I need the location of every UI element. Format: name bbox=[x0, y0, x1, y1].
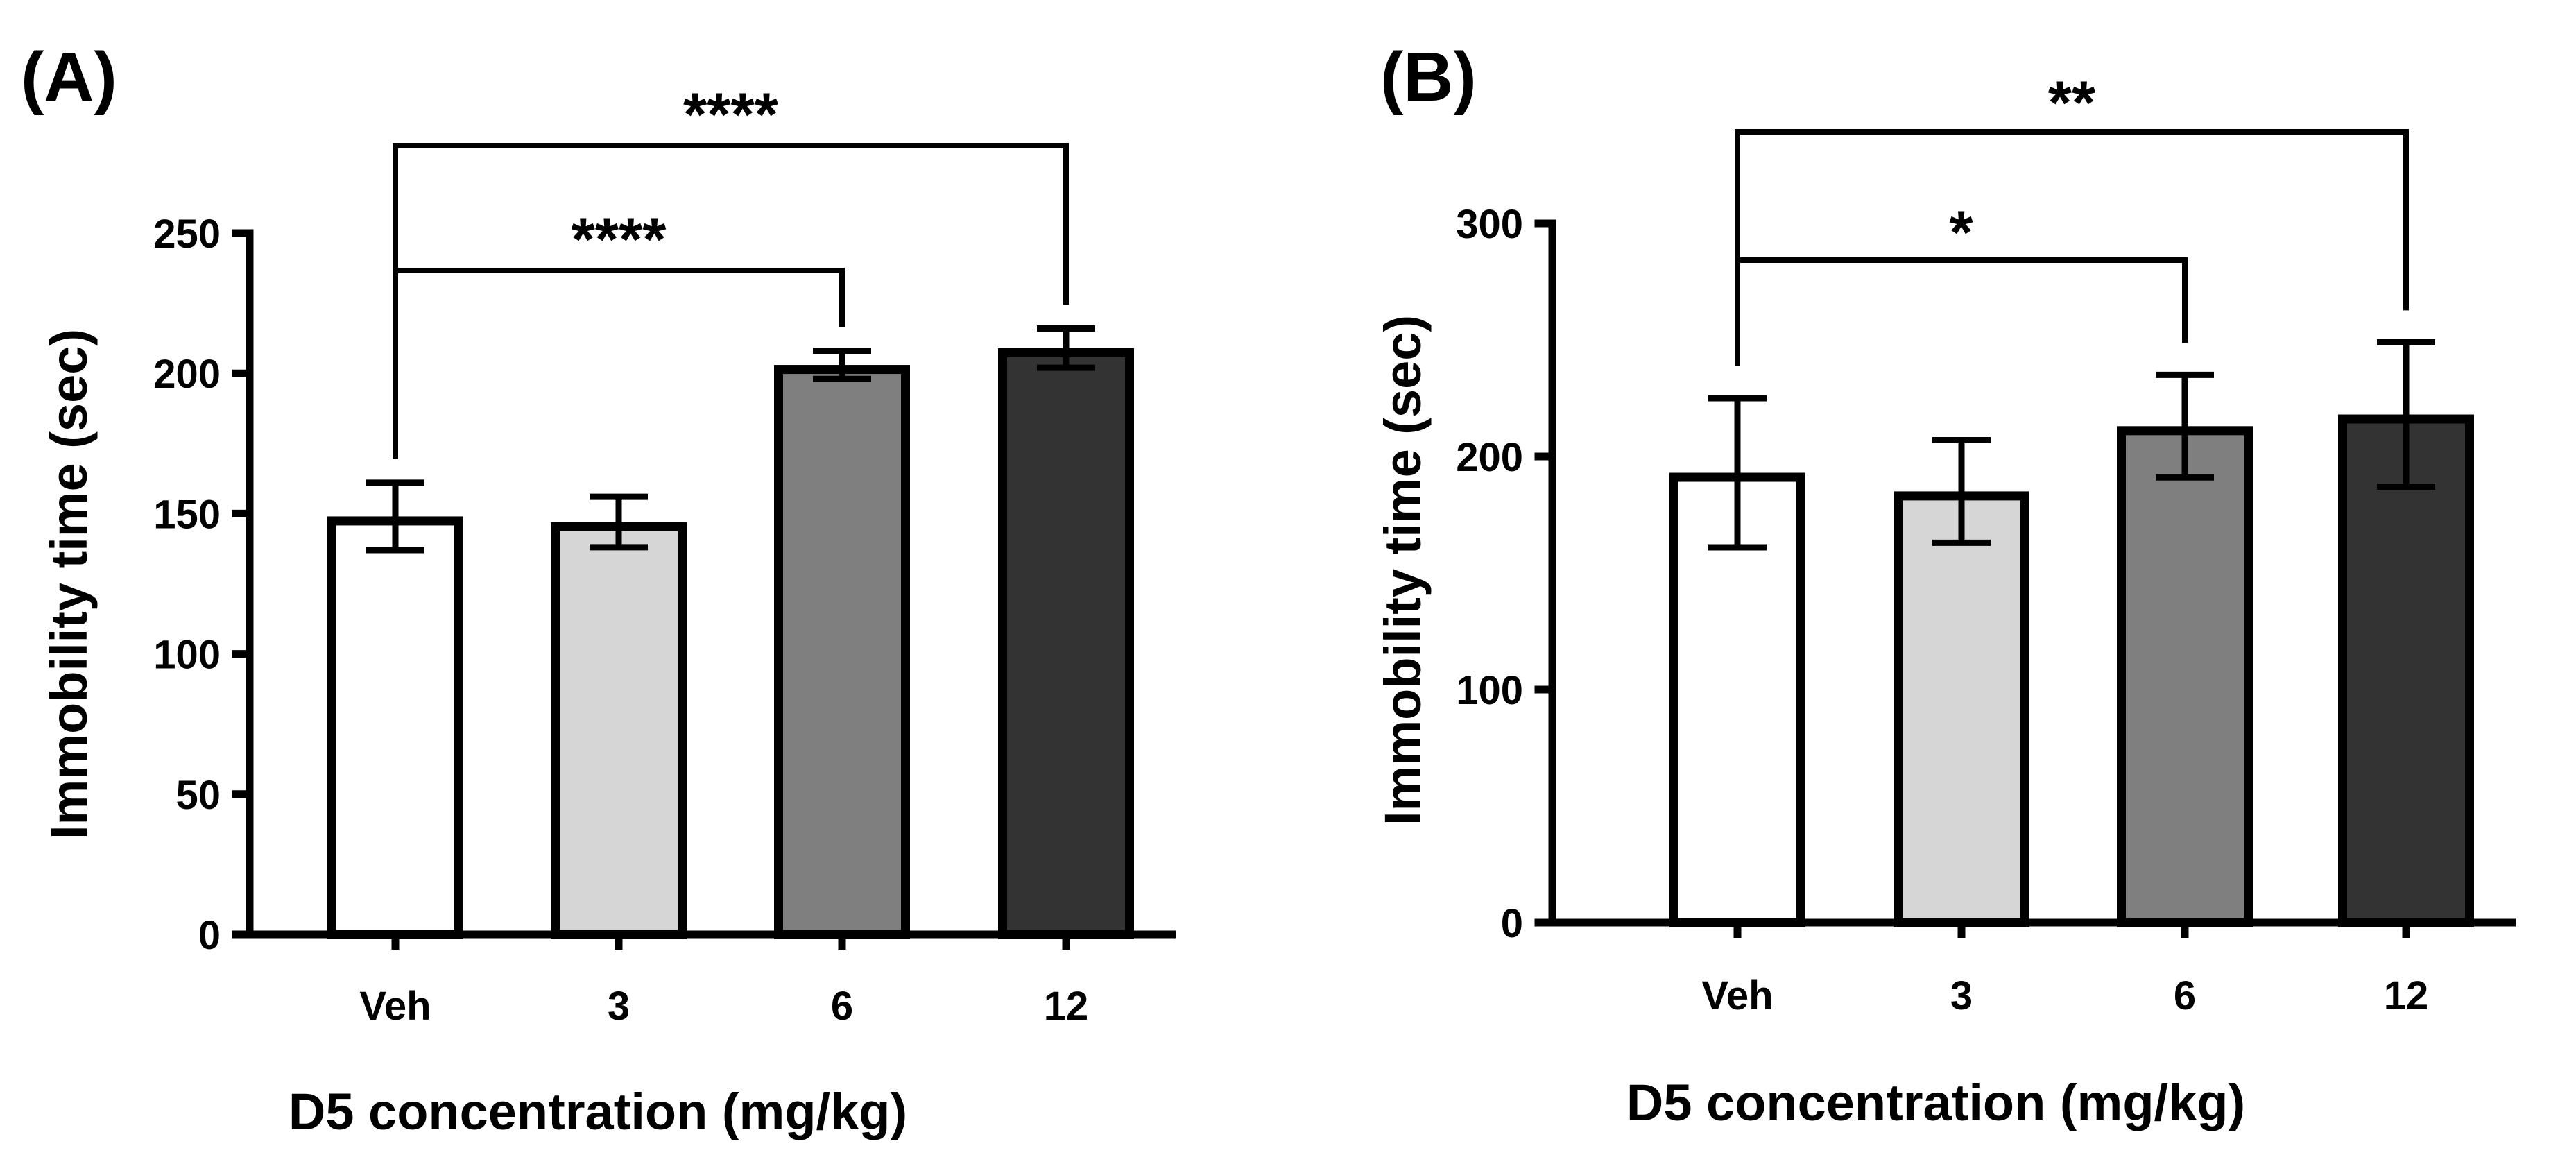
x-tick-label: Veh bbox=[359, 984, 431, 1029]
bar bbox=[2117, 426, 2253, 927]
panel-b: (B) Immobility time (sec) D5 concentrati… bbox=[1374, 38, 2516, 1131]
x-tick-label: 12 bbox=[2384, 973, 2429, 1018]
y-axis-label: Immobility time (sec) bbox=[40, 329, 98, 839]
bar bbox=[998, 348, 1134, 939]
y-tick-label: 50 bbox=[175, 773, 221, 818]
significance-bracket bbox=[1735, 129, 2409, 366]
significance-label: ** bbox=[2048, 68, 2096, 137]
bar bbox=[2338, 414, 2474, 927]
y-tick-label: 100 bbox=[153, 633, 221, 678]
significance-label: **** bbox=[572, 205, 667, 273]
y-tick-label: 0 bbox=[1501, 901, 1523, 946]
x-tick-label: 3 bbox=[608, 984, 630, 1029]
y-tick-label: 200 bbox=[153, 352, 221, 397]
y-axis-label: Immobility time (sec) bbox=[1374, 315, 1432, 825]
significance-label: **** bbox=[683, 80, 779, 148]
bar bbox=[327, 516, 463, 939]
x-tick-label: 6 bbox=[831, 984, 853, 1029]
significance-bracket bbox=[393, 143, 1069, 459]
x-tick-label: 12 bbox=[1044, 984, 1089, 1029]
x-tick-label: Veh bbox=[1701, 973, 1773, 1018]
y-tick-label: 150 bbox=[153, 492, 221, 537]
panel-label: (B) bbox=[1380, 38, 1477, 116]
bar bbox=[1894, 491, 2029, 927]
y-tick-label: 100 bbox=[1456, 668, 1523, 713]
y-tick-label: 250 bbox=[153, 212, 221, 257]
y-tick-label: 300 bbox=[1456, 202, 1523, 247]
x-tick-label: 6 bbox=[2174, 973, 2196, 1018]
y-tick-label: 0 bbox=[198, 913, 221, 958]
significance-label: * bbox=[1949, 198, 1973, 266]
bar bbox=[551, 522, 687, 939]
significance-bracket bbox=[1735, 257, 2188, 366]
panel-label: (A) bbox=[21, 38, 117, 116]
bar bbox=[774, 365, 910, 939]
x-tick-label: 3 bbox=[1950, 973, 1973, 1018]
panel-a: (A) Immobility time (sec) D5 concentrati… bbox=[21, 38, 1176, 1140]
x-axis-label: D5 concentration (mg/kg) bbox=[1626, 1074, 2245, 1131]
y-tick-label: 200 bbox=[1456, 435, 1523, 480]
x-axis-label: D5 concentration (mg/kg) bbox=[289, 1083, 907, 1140]
